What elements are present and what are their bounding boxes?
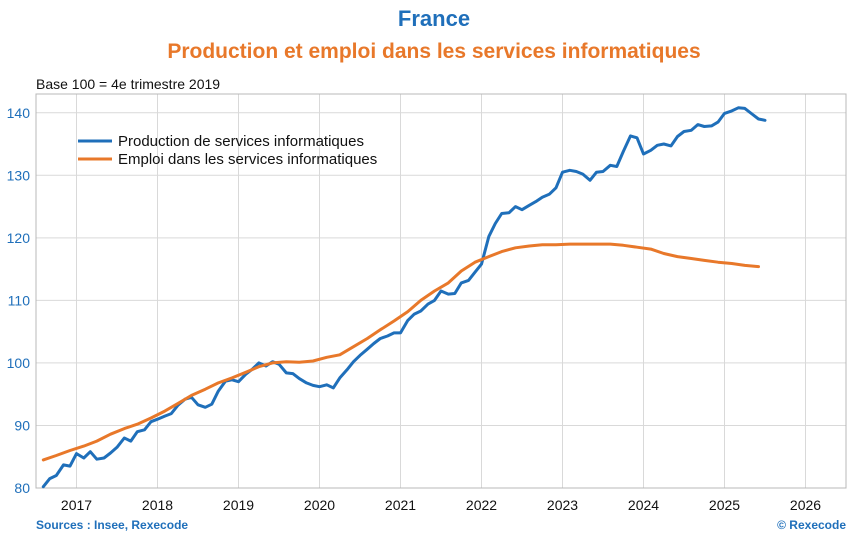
x-tick-label: 2018 xyxy=(142,497,173,513)
y-tick-label: 140 xyxy=(7,105,31,121)
x-tick-label: 2025 xyxy=(709,497,740,513)
x-tick-label: 2021 xyxy=(385,497,416,513)
y-tick-label: 110 xyxy=(8,292,31,308)
plot-frame xyxy=(35,93,847,489)
y-axis-label: Base 100 = 4e trimestre 2019 xyxy=(36,76,221,92)
chart-title: France xyxy=(397,6,471,31)
series-line-2 xyxy=(41,242,760,462)
x-tick-label: 2024 xyxy=(628,497,659,513)
grid-lines xyxy=(36,94,846,489)
legend: Production de services informatiquesEmpl… xyxy=(78,133,377,168)
x-tick-label: 2023 xyxy=(547,497,578,513)
chart-subtitle: Production et emploi dans les services i… xyxy=(167,40,701,63)
y-tick-label: 120 xyxy=(7,230,31,246)
x-tick-label: 2019 xyxy=(223,497,254,513)
series-lines xyxy=(41,106,767,489)
x-tick-label: 2020 xyxy=(304,497,335,513)
y-tick-label: 130 xyxy=(7,167,31,183)
y-tick-label: 100 xyxy=(7,355,31,371)
x-tick-label: 2017 xyxy=(61,497,92,513)
series-line-1 xyxy=(41,106,767,489)
legend-label-2: Emploi dans les services informatiques xyxy=(118,151,377,168)
copyright-note: © Rexecode xyxy=(777,518,846,532)
legend-label-1: Production de services informatiques xyxy=(118,133,364,150)
source-note: Sources : Insee, Rexecode xyxy=(36,518,189,532)
x-tick-label: 2026 xyxy=(790,497,821,513)
y-tick-label: 80 xyxy=(14,480,30,496)
x-tick-labels: 2017 2018 2019 2020 2021 2022 2023 2024 2025 2026 xyxy=(61,497,821,513)
y-tick-label: 90 xyxy=(14,417,30,433)
x-tick-label: 2022 xyxy=(466,497,497,513)
y-tick-labels: 80 90 100 110 120 130 140 xyxy=(7,105,31,496)
